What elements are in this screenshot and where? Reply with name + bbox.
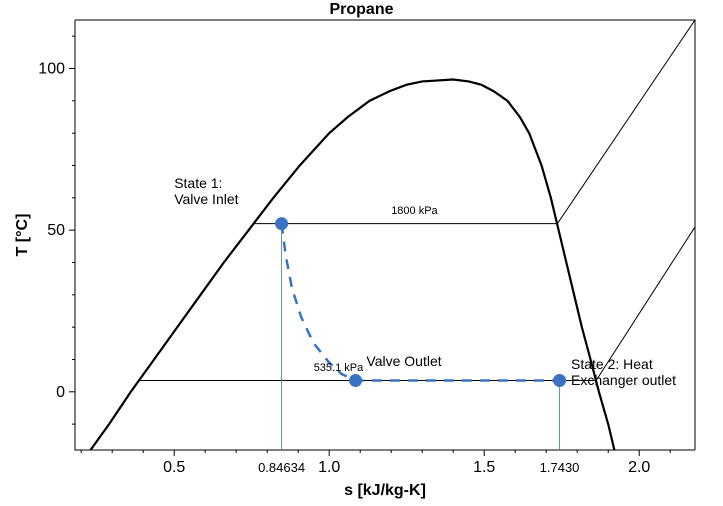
saturation-dome bbox=[91, 79, 615, 450]
x-tick-label: 0.5 bbox=[163, 459, 185, 476]
x-extra-tick-label: 0.84634 bbox=[258, 460, 305, 475]
annotation-4-0: 535.1 kPa bbox=[314, 362, 364, 374]
isobar-super-0 bbox=[557, 20, 695, 224]
y-axis-title: T [°C] bbox=[14, 214, 31, 257]
annotation-0-0: State 1: bbox=[174, 175, 222, 191]
y-tick-label: 100 bbox=[38, 60, 65, 77]
state-marker-1 bbox=[350, 374, 362, 386]
x-tick-label: 1.5 bbox=[473, 459, 495, 476]
y-tick-label: 0 bbox=[56, 384, 65, 401]
annotation-0-1: Valve Inlet bbox=[174, 191, 238, 207]
x-tick-label: 1.0 bbox=[318, 459, 340, 476]
x-extra-tick-label: 1.7430 bbox=[540, 460, 580, 475]
x-tick-label: 2.0 bbox=[628, 459, 650, 476]
chart-title: Propane bbox=[329, 1, 393, 18]
annotation-3-0: 1800 kPa bbox=[391, 205, 438, 217]
y-tick-label: 50 bbox=[47, 222, 65, 239]
annotation-1-0: Valve Outlet bbox=[366, 353, 441, 369]
x-axis-title: s [kJ/kg-K] bbox=[344, 482, 426, 499]
annotation-2-0: State 2: Heat bbox=[571, 356, 653, 372]
state-marker-0 bbox=[276, 218, 288, 230]
annotation-2-1: Exchanger outlet bbox=[571, 372, 676, 388]
ts-diagram: Propane 0 50 100 0.5 1.0 1.5 2.0 0.84634 1.7430 s … bbox=[0, 0, 723, 506]
state-marker-2 bbox=[554, 374, 566, 386]
